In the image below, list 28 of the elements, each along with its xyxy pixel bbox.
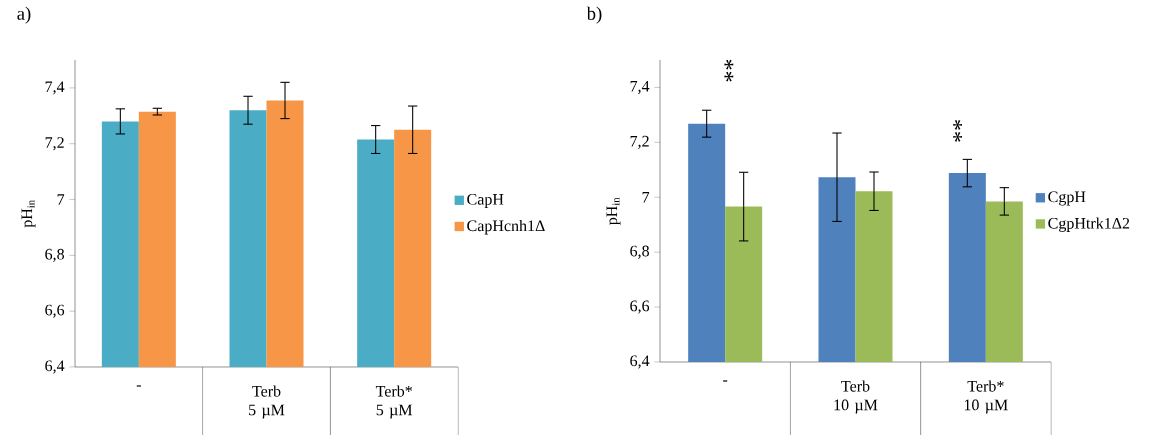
x-tick-label: Terb 10 µM (834, 380, 878, 414)
y-tick-label: 7 (57, 194, 65, 205)
legend-label: CgpH (1048, 191, 1086, 206)
y-tick-label: 7 (642, 192, 650, 203)
annotation: ** (724, 59, 734, 82)
y-tick-label: 6,6 (45, 304, 65, 318)
chart-title: b) (586, 6, 602, 24)
y-tick-label: 6,8 (630, 245, 649, 259)
x-tick-label: Terb* 5 µM (375, 385, 413, 419)
y-axis-title: pH$_{in}$ (606, 197, 621, 225)
x-tick-label: Terb 5 µM (249, 385, 285, 419)
legend-label: CapHcnh1Δ (467, 219, 545, 235)
legend-label: CapH (467, 193, 504, 208)
x-tick-label: - (136, 385, 141, 387)
y-tick-label: 7,4 (45, 81, 65, 95)
y-tick-label: 6,8 (45, 248, 64, 262)
y-tick-label: 7,4 (630, 80, 650, 94)
y-axis-title: pH$_{in}$ (21, 200, 36, 228)
annotation: ** (953, 120, 962, 142)
x-tick-label: - (723, 380, 728, 382)
y-tick-label: 6,4 (45, 360, 65, 374)
y-tick-label: 6,6 (630, 300, 650, 314)
chart-title: a) (17, 6, 31, 24)
y-tick-label: 7,2 (45, 137, 64, 151)
y-tick-label: 6,4 (630, 355, 650, 369)
legend-label: CgpHtrk1Δ2 (1048, 217, 1130, 232)
x-tick-label: Terb* 10 µM (964, 380, 1008, 414)
y-tick-label: 7,2 (630, 135, 649, 149)
